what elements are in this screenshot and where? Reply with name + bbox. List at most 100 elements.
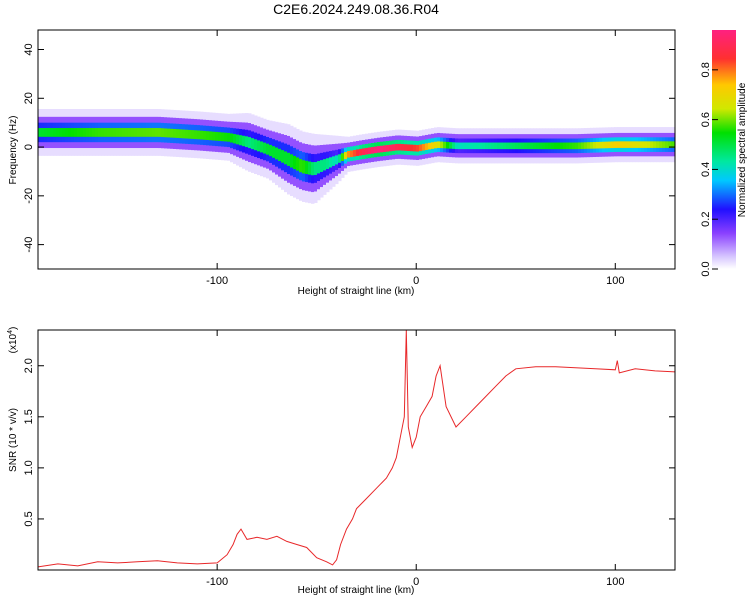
- heatmap-cell: [206, 131, 210, 140]
- heatmap-cell: [494, 142, 498, 150]
- x-tick-label: -100: [206, 576, 228, 588]
- heatmap-cell: [350, 150, 354, 158]
- heatmap-cell: [476, 142, 480, 150]
- heatmap-cell: [101, 128, 105, 137]
- heatmap-cell: [275, 147, 279, 160]
- heatmap-cell: [308, 161, 312, 175]
- heatmap-cell: [509, 142, 513, 150]
- snr-frame: [37, 329, 676, 571]
- heatmap-cell: [659, 141, 663, 148]
- heatmap-cell: [98, 128, 102, 137]
- heatmap-cell: [584, 142, 588, 149]
- heatmap-cell: [284, 151, 288, 165]
- heatmap-cell: [482, 142, 486, 150]
- heatmap-cell: [200, 130, 204, 140]
- spectrogram-ticks: -100 0 100 -40 -20 0 20 40: [23, 30, 675, 287]
- heatmap-cell: [158, 128, 162, 137]
- heatmap-cell: [185, 129, 189, 139]
- heatmap-cell: [398, 143, 402, 151]
- colorbar-ticks: 0.0 0.2 0.4 0.6 0.8: [700, 62, 718, 277]
- heatmap-cell: [665, 141, 669, 148]
- heatmap-cell: [371, 147, 375, 154]
- heatmap-cell: [323, 159, 327, 171]
- heatmap-cell: [587, 142, 591, 149]
- y-tick-label: 40: [23, 43, 35, 55]
- heatmap-cell: [545, 142, 549, 150]
- heatmap-cell: [311, 162, 315, 176]
- x-tick-label: -100: [206, 275, 228, 287]
- heatmap-cell: [335, 155, 339, 165]
- heatmap-cell: [602, 141, 606, 149]
- heatmap-cell: [569, 142, 573, 150]
- heatmap-cell: [227, 132, 231, 142]
- heatmap-cell: [233, 134, 237, 144]
- heatmap-cell: [173, 128, 177, 138]
- heatmap-cell: [143, 128, 147, 137]
- heatmap-cell: [377, 146, 381, 153]
- heatmap-cell: [656, 141, 660, 148]
- heatmap-cell: [620, 141, 624, 148]
- heatmap-cell: [611, 141, 615, 149]
- heatmap-cell: [47, 128, 51, 137]
- heatmap-cell: [527, 142, 531, 150]
- heatmap-cell: [50, 128, 54, 137]
- heatmap-cell: [653, 141, 657, 148]
- heatmap-cell: [242, 135, 246, 147]
- heatmap-cell: [515, 142, 519, 150]
- heatmap-cell: [92, 128, 96, 137]
- heatmap-cell: [245, 136, 249, 148]
- heatmap-cell: [416, 144, 420, 152]
- heatmap-cell: [347, 151, 351, 158]
- spectrogram-frame: [37, 29, 676, 270]
- heatmap-cell: [566, 142, 570, 150]
- heatmap-cell: [119, 128, 123, 137]
- heatmap-cell: [260, 141, 264, 153]
- heatmap-cell: [521, 142, 525, 150]
- spectrogram-xlabel: Height of straight line (km): [298, 286, 415, 297]
- heatmap-cell: [299, 159, 303, 173]
- heatmap-cell: [215, 131, 219, 141]
- heatmap-cell: [623, 141, 627, 148]
- heatmap-cell: [356, 149, 360, 157]
- heatmap-cell: [317, 161, 321, 174]
- heatmap-cell: [470, 142, 474, 150]
- heatmap-cell: [635, 141, 639, 148]
- x-tick-label: 100: [606, 576, 624, 588]
- heatmap-cell: [305, 160, 309, 175]
- heatmap-cell: [140, 128, 144, 137]
- heatmap-cell: [428, 142, 432, 150]
- heatmap-cell: [272, 146, 276, 158]
- heatmap-cell: [212, 131, 216, 141]
- snr-panel: -100 0 100 0.5 1.0 1.5 2.0 Height of straight …: [7, 327, 676, 596]
- heatmap-cell: [89, 128, 93, 137]
- heatmap-cell: [329, 157, 333, 168]
- snr-multiplier: (x104): [7, 327, 19, 354]
- heatmap-cell: [617, 141, 621, 148]
- heatmap-cell: [167, 128, 171, 138]
- heatmap-cell: [155, 128, 159, 137]
- heatmap-cell: [359, 148, 363, 156]
- heatmap-cell: [122, 128, 126, 137]
- heatmap-cell: [74, 128, 78, 137]
- heatmap-cell: [422, 143, 426, 151]
- heatmap-cell: [338, 154, 342, 163]
- heatmap-cell: [239, 135, 243, 146]
- colorbar-tick-label: 0.4: [700, 162, 712, 177]
- heatmap-cell: [560, 142, 564, 150]
- x-tick-label: 0: [413, 275, 419, 287]
- heatmap-cell: [293, 155, 297, 170]
- heatmap-cell: [257, 140, 261, 152]
- heatmap-cell: [38, 128, 42, 137]
- heatmap-cell: [638, 141, 642, 148]
- heatmap-cell: [44, 128, 48, 137]
- heatmap-cell: [458, 142, 462, 150]
- heatmap-cell: [137, 128, 141, 137]
- heatmap-cell: [644, 141, 648, 148]
- spectrogram-ylabel: Frequency (Hz): [8, 116, 19, 185]
- heatmap-cell: [440, 141, 444, 149]
- heatmap-cell: [365, 147, 369, 155]
- heatmap-cell: [188, 129, 192, 139]
- colorbar: 0.0 0.2 0.4 0.6 0.8 Normalized spectral ampl…: [700, 30, 748, 277]
- heatmap-cell: [548, 142, 552, 150]
- heatmap-cell: [218, 132, 222, 141]
